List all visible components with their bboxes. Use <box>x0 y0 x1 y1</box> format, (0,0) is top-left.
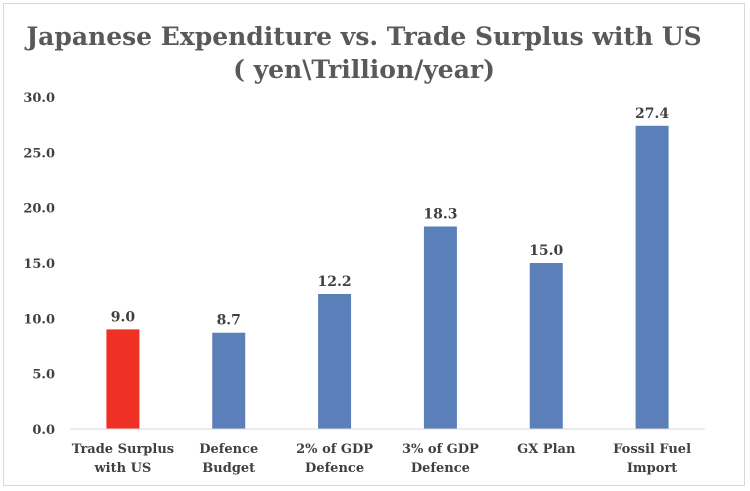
y-tick-label: 10.0 <box>23 312 55 327</box>
y-axis-ticks: 0.0 5.0 10.0 15.0 20.0 25.0 30.0 <box>23 91 55 438</box>
data-label: 8.7 <box>217 313 241 329</box>
x-tick-label-line: 3% of GDP <box>402 442 479 457</box>
x-tick-label: Fossil Fuel Import <box>613 442 691 476</box>
x-tick-label-line: 2% of GDP <box>296 442 373 457</box>
x-tick-label-line: Defence <box>199 442 258 457</box>
bar <box>106 329 140 429</box>
x-tick-label: GX Plan <box>517 442 576 457</box>
category-labels-group: Trade Surplus with US Defence Budget 2% of G… <box>72 442 691 476</box>
chart-title: Japanese Expenditure vs. Trade Surplus w… <box>24 22 701 51</box>
bar <box>529 263 563 429</box>
data-label: 9.0 <box>111 309 136 325</box>
y-tick-label: 15.0 <box>23 257 55 272</box>
data-label: 12.2 <box>318 274 352 290</box>
x-tick-label-line: Fossil Fuel <box>613 442 691 457</box>
y-tick-label: 20.0 <box>23 202 55 217</box>
x-tick-label-line: Import <box>627 461 677 476</box>
data-label: 18.3 <box>423 206 457 222</box>
data-label: 15.0 <box>529 243 563 259</box>
x-tick-label: Defence Budget <box>199 442 258 476</box>
bar <box>212 332 246 429</box>
bar <box>318 293 352 429</box>
bars-group <box>106 125 669 430</box>
data-label: 27.4 <box>635 106 669 122</box>
x-tick-label-line: with US <box>93 461 151 476</box>
x-tick-label-line: Trade Surplus <box>72 442 174 457</box>
x-tick-label-line: Defence <box>305 461 364 476</box>
x-tick-label: Trade Surplus with US <box>72 442 174 476</box>
y-tick-label: 30.0 <box>23 91 55 106</box>
x-tick-label: 3% of GDP Defence <box>402 442 479 476</box>
value-labels-group: 9.0 8.7 12.2 18.3 15.0 27.4 <box>111 106 670 329</box>
y-tick-label: 0.0 <box>32 423 55 438</box>
x-tick-label: 2% of GDP Defence <box>296 442 373 476</box>
bar <box>635 125 669 430</box>
y-tick-label: 5.0 <box>32 368 55 383</box>
x-tick-label-line: GX Plan <box>517 442 576 457</box>
chart-subtitle: ( yen\Trillion/year) <box>233 55 495 84</box>
x-tick-label-line: Budget <box>202 461 255 476</box>
bar <box>423 226 457 429</box>
x-tick-label-line: Defence <box>411 461 470 476</box>
y-tick-label: 25.0 <box>23 146 55 161</box>
